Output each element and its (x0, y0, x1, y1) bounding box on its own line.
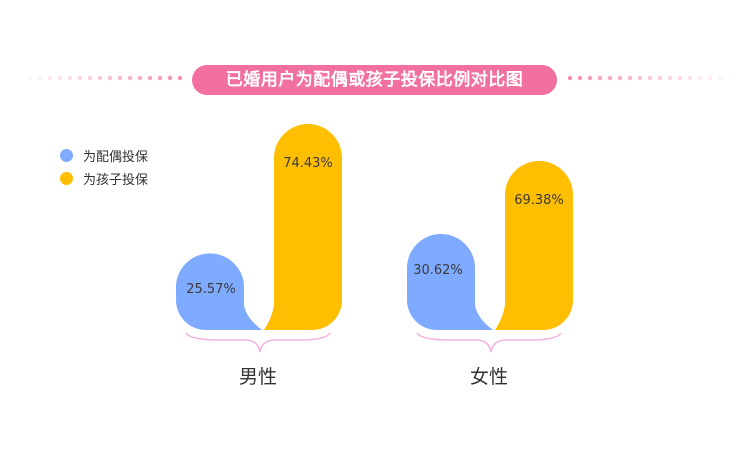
legend: 为配偶投保 为孩子投保 (60, 144, 148, 190)
brace-female (416, 332, 562, 353)
legend-dot-icon (60, 172, 73, 185)
value-label-male-child: 74.43% (283, 156, 333, 171)
legend-label: 为配偶投保 (83, 150, 149, 165)
value-label-female-child: 69.38% (514, 193, 564, 208)
title-dots-right (567, 75, 723, 81)
bar-female-child (495, 161, 573, 330)
value-label-male-spouse: 25.57% (186, 282, 236, 297)
value-label-female-spouse: 30.62% (413, 263, 463, 278)
brace-male (185, 332, 331, 353)
bar-male-child (264, 124, 342, 330)
category-label-female: 女性 (469, 366, 508, 388)
legend-label: 为孩子投保 (83, 173, 149, 188)
chart-title: 已婚用户为配偶或孩子投保比例对比图 (192, 65, 557, 95)
legend-dot-icon (60, 149, 73, 162)
bar-male-spouse (175, 253, 262, 330)
legend-item-child: 为孩子投保 (60, 167, 148, 190)
title-dots-left (27, 75, 183, 81)
legend-item-spouse: 为配偶投保 (60, 144, 148, 167)
category-label-male: 男性 (238, 366, 277, 388)
bar-female-spouse (407, 234, 493, 330)
